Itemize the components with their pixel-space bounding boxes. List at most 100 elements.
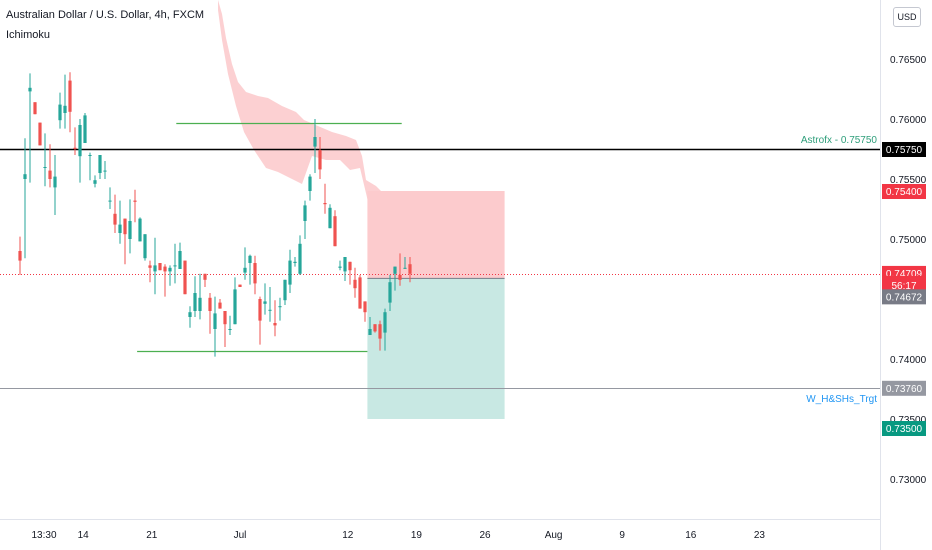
countdown-label-bg	[882, 275, 926, 291]
x-tick-label: Aug	[545, 530, 563, 541]
candle-body	[353, 279, 357, 289]
candle-body	[403, 267, 407, 269]
current-price-label: 0.74709	[886, 269, 923, 280]
candle-body	[78, 125, 82, 157]
candle-body	[53, 176, 57, 188]
take-profit-zone[interactable]	[367, 278, 505, 419]
x-tick-label: 12	[342, 530, 354, 541]
y-tick-label: 0.75000	[890, 235, 927, 246]
candle-body	[108, 200, 112, 202]
candle-body	[233, 289, 237, 325]
candle-body	[388, 282, 392, 303]
candlestick-series	[18, 72, 412, 357]
candle-body	[113, 213, 117, 225]
candle-body	[243, 267, 247, 273]
candle-body	[33, 102, 37, 115]
drawing-lines[interactable]: Astrofx - 0.75750 W_H&SHs_Trgt	[0, 122, 880, 405]
candle-body	[348, 261, 352, 271]
candle-body	[18, 251, 22, 261]
candle-body	[218, 302, 222, 309]
candle-body	[98, 155, 102, 173]
y-tick-label: 0.73000	[890, 475, 927, 486]
candle-body	[178, 251, 182, 269]
candle-body	[223, 311, 227, 325]
candle-body	[48, 170, 52, 179]
candle-body	[238, 284, 242, 287]
candle-body	[408, 264, 412, 274]
horizontal-line-label: 0.75750	[886, 145, 923, 156]
candle-body	[318, 150, 322, 170]
target-level-label: 0.73500	[886, 424, 923, 435]
y-tick-label: 0.76500	[890, 55, 927, 66]
candle-body	[43, 167, 47, 168]
x-tick-label: 26	[479, 530, 491, 541]
candle-body	[368, 329, 372, 335]
candle-body	[333, 216, 337, 247]
currency-button[interactable]: USD	[893, 7, 921, 27]
candle-body	[83, 115, 87, 143]
candle-body	[138, 218, 142, 242]
candle-body	[73, 147, 77, 149]
candle-body	[118, 224, 122, 233]
countdown-label: 56:17	[891, 281, 916, 292]
candle-body	[163, 266, 167, 272]
candle-body	[303, 205, 307, 221]
candle-body	[293, 261, 297, 263]
candle-body	[248, 255, 252, 263]
candle-body	[253, 263, 257, 284]
x-tick-label: 14	[78, 530, 90, 541]
candle-body	[213, 313, 217, 329]
target-line-label-bg	[882, 380, 926, 396]
indicator-legend[interactable]: Ichimoku	[6, 29, 51, 41]
candle-body	[338, 266, 342, 268]
x-tick-label: Jul	[234, 530, 247, 541]
short-position-tool[interactable]	[367, 191, 505, 419]
candle-body	[148, 265, 152, 268]
candle-body	[28, 87, 32, 92]
candle-body	[63, 105, 67, 113]
stop-loss-zone[interactable]	[367, 191, 505, 279]
candle-body	[133, 200, 137, 202]
candle-body	[203, 273, 207, 280]
candle-body	[323, 203, 327, 205]
candle-body	[93, 180, 97, 184]
candle-body	[383, 312, 387, 333]
candle-body	[58, 104, 62, 121]
x-tick-label: 19	[411, 530, 423, 541]
candle-body	[398, 275, 402, 280]
target-label: W_H&SHs_Trgt	[806, 394, 877, 405]
candle-body	[183, 260, 187, 295]
stop-level-label: 0.75400	[886, 187, 923, 198]
candle-body	[288, 260, 292, 285]
candle-body	[393, 266, 397, 274]
candle-body	[373, 324, 377, 332]
candle-body	[273, 323, 277, 326]
x-tick-label: 16	[685, 530, 697, 541]
candle-body	[343, 257, 347, 272]
target-line-label: 0.73760	[886, 384, 923, 395]
x-tick-label: 21	[146, 530, 158, 541]
candle-body	[358, 277, 362, 309]
y-tick-label: 0.76000	[890, 115, 927, 126]
candle-body	[103, 170, 107, 172]
candle-body	[68, 80, 72, 112]
y-tick-label: 0.73500	[890, 415, 927, 426]
astrofx-label: Astrofx - 0.75750	[801, 135, 878, 146]
candle-body	[298, 243, 302, 274]
target-level-label-bg	[882, 421, 926, 436]
candle-body	[278, 306, 282, 308]
candle-body	[153, 265, 157, 272]
x-tick-label: 23	[754, 530, 766, 541]
candle-body	[123, 218, 127, 235]
symbol-title[interactable]: Australian Dollar / U.S. Dollar, 4h, FXC…	[6, 9, 205, 21]
candle-body	[193, 293, 197, 311]
candle-body	[208, 297, 212, 311]
candle-body	[308, 176, 312, 191]
candle-body	[168, 267, 172, 272]
candle-body	[258, 299, 262, 321]
candle-body	[283, 279, 287, 301]
entry-level-label: 0.74672	[886, 292, 923, 303]
